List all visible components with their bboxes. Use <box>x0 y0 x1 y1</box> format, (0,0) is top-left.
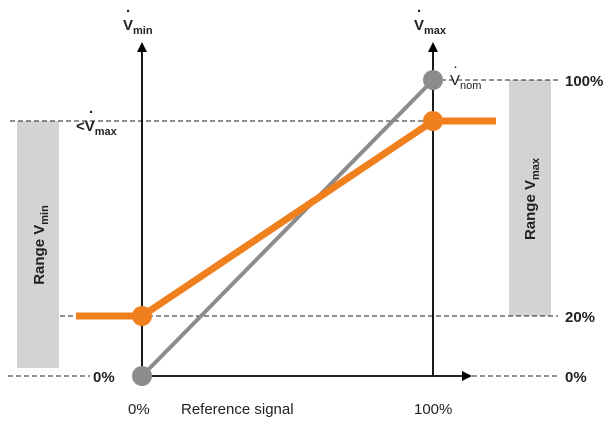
range-vmax-label: Range Vmax <box>522 157 542 240</box>
right-axis-label: Vmax <box>414 17 447 37</box>
left-zero-label: 0% <box>93 369 115 386</box>
vnom-point <box>423 70 443 90</box>
range-vmin-band <box>17 121 59 368</box>
operating-characteristic-line <box>76 117 496 320</box>
lt-vmax-dot: · <box>89 104 94 121</box>
range-vmax-band <box>509 80 551 316</box>
right-20-label: 20% <box>565 309 595 326</box>
vmax-point <box>423 111 443 131</box>
vnom-dot: · <box>453 58 458 75</box>
vmin-point <box>132 306 152 326</box>
vnom-label: Vnom <box>450 72 481 92</box>
nominal-characteristic-line <box>140 78 435 378</box>
x-hundred-label: 100% <box>414 401 452 418</box>
lt-vmax-label: <Vmax <box>76 118 118 138</box>
left-axis-label: Vmin <box>123 17 153 37</box>
left-axis-dot: · <box>126 3 131 20</box>
range-vmin-label: Range Vmin <box>31 205 51 285</box>
x-zero-label: 0% <box>128 401 150 418</box>
origin-point <box>132 366 152 386</box>
right-zero-label: 0% <box>565 369 587 386</box>
right-100-label: 100% <box>565 73 603 90</box>
right-axis-dot: · <box>417 3 422 20</box>
x-axis-title: Reference signal <box>181 401 294 418</box>
